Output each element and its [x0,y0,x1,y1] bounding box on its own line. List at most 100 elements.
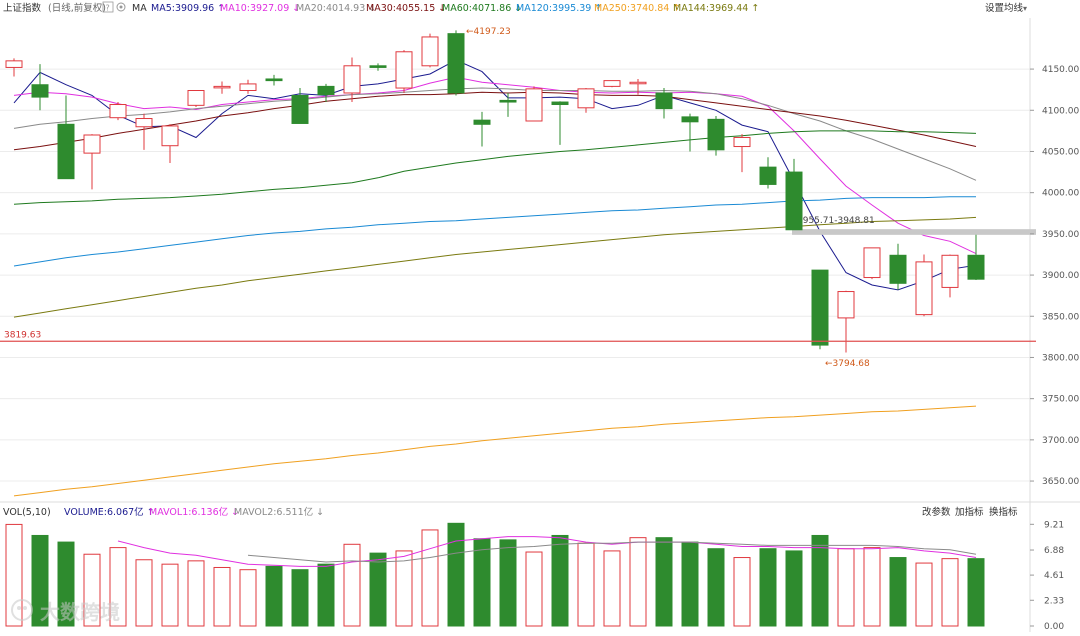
candle-body [785,171,803,231]
ma-line-ma120 [13,196,976,267]
candle-body [837,291,855,319]
volume-ma-mavol1 [117,536,977,567]
volume-bar [863,547,881,627]
volume-bar [369,552,387,627]
volume-bar [785,550,803,627]
price-axis: 4150.00 4100.00 4050.00 4000.00 3950.00 3900.… [1030,65,1079,487]
volume-bar [109,547,127,627]
gap-band: 3955.71-3948.81 [792,216,1036,235]
volume-bar [759,548,777,627]
price-tick-label: 3750.00 [1042,395,1079,405]
gap-label: 3955.71-3948.81 [797,216,875,226]
volume-bar [57,541,75,627]
ma-line-ma5 [13,59,977,291]
volume-bar [265,565,283,627]
annotations: 3819.63 ←4197.23 ←3794.68 [0,27,1036,369]
ma-label: MA [132,3,147,14]
volume-bar [681,541,699,627]
ma-line-ma10 [13,76,977,255]
ma-legend-item: MA120:3995.39 ↑ [516,3,602,14]
gap-rect [792,229,1036,235]
candle-body [707,118,725,151]
candle-body [941,254,959,288]
index-subtitle: (日线,前复权) [48,2,106,14]
volume-bar [317,563,335,627]
candle-body [967,254,985,280]
watermark-logo: 大数跨境 [11,599,120,624]
ma-legend: MA5:3909.96 ↑MA10:3927.09 ↓MA20:4014.93 … [151,3,759,14]
volume-bar [499,539,517,627]
candle-body [889,254,907,284]
candles [5,30,985,353]
ma-legend-item: MA20:4014.93 ↓ [296,3,376,14]
volume-bar [551,534,569,627]
settings-ma-button[interactable]: 设置均线 [985,2,1024,14]
volume-bar [83,553,101,627]
volume-legend-item: MAVOL2:6.511亿 ↓ [234,506,324,518]
ma-line-ma250 [13,405,977,497]
volume-bar [603,550,621,627]
volume-bar [577,542,595,627]
volume-bar [421,529,439,627]
candle-body [135,118,153,128]
volume-button[interactable]: 改参数 [922,506,951,518]
ma-legend-item: MA60:4071.86 ↓ [442,3,522,14]
candle-body [317,85,335,96]
volume-tick-label: 9.21 [1044,520,1064,530]
volume-bars [5,522,985,627]
volume-bar [395,550,413,627]
candle-body [915,261,933,316]
ma-legend-item: MA10:3927.09 ↓ [220,3,300,14]
price-tick-label: 3900.00 [1042,271,1079,281]
volume-bar [915,562,933,627]
candle-body [733,136,751,148]
ma-legend-item: MA250:3740.84 ↑ [594,3,680,14]
volume-bar [473,538,491,627]
volume-legend-item: MAVOL1:6.136亿 ↓ [149,506,239,518]
volume-bar [135,559,153,627]
volume-bar [5,523,23,627]
candle-body [577,88,595,109]
candle-body [681,116,699,123]
low-label: ←3794.68 [825,359,870,369]
help-icon[interactable]: ? [102,1,114,13]
chevron-down-icon[interactable]: ▾ [1023,4,1027,13]
candle-body [759,166,777,185]
candle-body [187,90,205,106]
gear-icon[interactable] [116,2,126,12]
price-tick-label: 3950.00 [1042,230,1079,240]
volume-tick-label: 0.00 [1044,622,1064,632]
volume-title: VOL(5,10) [3,507,51,518]
ma-line-ma30 [13,91,977,151]
candle-body [421,36,439,67]
volume-legend: VOLUME:6.067亿 ↑MAVOL1:6.136亿 ↓MAVOL2:6.5… [64,506,324,518]
price-tick-label: 3700.00 [1042,436,1079,446]
candle-body [863,247,881,279]
volume-bar [733,557,751,627]
candle-body [525,88,543,122]
candle-body [447,33,465,94]
price-tick-label: 4100.00 [1042,106,1079,116]
volume-bar [811,534,829,627]
volume-tick-label: 4.61 [1044,571,1064,581]
volume-bar [291,569,309,627]
volume-bar [967,558,985,627]
volume-axis: 9.21 6.88 4.61 2.33 0.00 [1030,520,1064,632]
volume-bar [525,551,543,627]
candle-body [499,99,517,103]
high-label: ←4197.23 [466,27,511,37]
volume-bar [889,557,907,627]
volume-button[interactable]: 换指标 [989,506,1018,518]
volume-buttons: 改参数 加指标 换指标 [922,506,1018,518]
volume-ma-mavol2 [247,541,977,563]
candle-body [603,80,621,87]
volume-button[interactable]: 加指标 [955,506,984,518]
index-title: 上证指数 [3,2,42,14]
volume-bar [447,522,465,627]
volume-bar [187,560,205,627]
volume-tick-label: 6.88 [1044,546,1064,556]
candle-body [161,125,179,147]
ma-legend-item: MA144:3969.44 ↑ [673,3,759,14]
